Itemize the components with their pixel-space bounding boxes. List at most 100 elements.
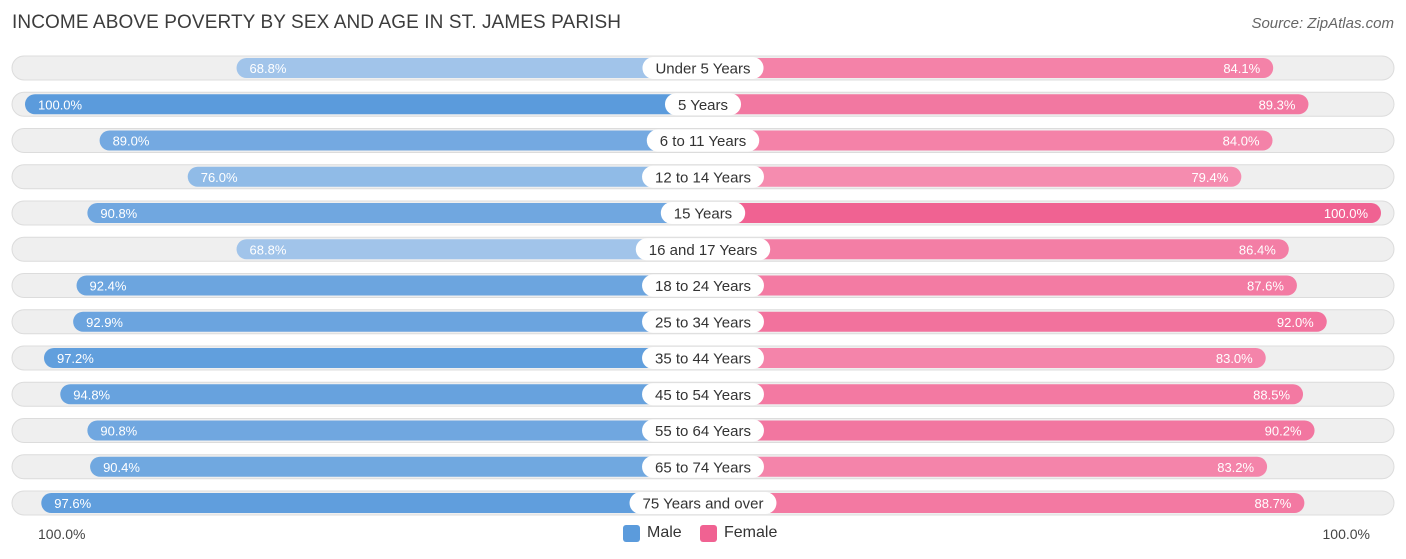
legend-swatch-male (623, 524, 640, 542)
male-bar[interactable] (41, 493, 704, 513)
female-value-label: 92.0% (1277, 315, 1314, 330)
female-value-label: 83.2% (1217, 460, 1254, 475)
female-value-label: 79.4% (1191, 170, 1228, 185)
female-bar[interactable] (703, 348, 1266, 368)
male-value-label: 92.4% (90, 279, 127, 294)
category-row: 100.0% 89.3% 5 Years (11, 91, 1395, 117)
category-row: 90.8% 90.2% 55 to 64 Years (11, 418, 1395, 443)
category-pill (642, 57, 764, 79)
category-pill (642, 455, 764, 478)
male-value-label: 89.0% (113, 134, 150, 149)
female-value-label: 90.2% (1265, 424, 1302, 439)
category-pill (642, 274, 764, 297)
category-label: Under 5 Years (655, 61, 750, 78)
category-pill (642, 165, 764, 188)
category-pill (664, 93, 742, 116)
category-row: 68.8% 84.1% Under 5 Years (11, 55, 1395, 81)
category-row: 92.9% 92.0% 25 to 34 Years (11, 309, 1395, 335)
category-row: 97.6% 88.7% 75 Years and over (11, 490, 1395, 516)
female-bar[interactable] (703, 203, 1381, 223)
category-label: 18 to 24 Years (655, 278, 751, 295)
female-value-label: 87.6% (1247, 279, 1284, 294)
female-bar[interactable] (703, 311, 1327, 332)
male-bar[interactable] (187, 166, 704, 187)
male-value-label: 100.0% (38, 97, 83, 112)
category-row: 90.4% 83.2% 65 to 74 Years (11, 454, 1395, 480)
category-pill (629, 492, 777, 514)
category-label: 55 to 64 Years (655, 423, 751, 440)
category-label: 15 Years (674, 206, 732, 223)
male-value-label: 68.8% (250, 61, 287, 76)
female-bar[interactable] (703, 493, 1305, 513)
male-bar[interactable] (87, 420, 704, 441)
category-label: 12 to 14 Years (655, 169, 751, 186)
male-bar[interactable] (236, 58, 703, 78)
legend-label-male: Male (647, 524, 682, 541)
male-bar[interactable] (236, 239, 703, 260)
category-row: 97.2% 83.0% 35 to 44 Years (11, 345, 1395, 371)
female-value-label: 83.0% (1216, 351, 1253, 366)
category-label: 6 to 11 Years (660, 133, 746, 150)
female-value-label: 100.0% (1324, 206, 1369, 221)
axis-right-label: 100.0% (1322, 526, 1370, 542)
category-row: 92.4% 87.6% 18 to 24 Years (11, 273, 1395, 298)
male-value-label: 76.0% (201, 170, 238, 185)
category-pill (635, 238, 771, 261)
male-bar[interactable] (60, 384, 704, 405)
category-row: 94.8% 88.5% 45 to 54 Years (11, 381, 1395, 407)
male-bar[interactable] (99, 130, 703, 151)
male-value-label: 97.2% (57, 351, 94, 366)
female-bar[interactable] (703, 58, 1274, 78)
male-bar[interactable] (25, 94, 703, 115)
category-row: 68.8% 86.4% 16 and 17 Years (11, 236, 1395, 262)
male-value-label: 68.8% (250, 242, 287, 257)
female-bar[interactable] (703, 275, 1297, 296)
category-label: 5 Years (678, 97, 728, 114)
chart-plot: 68.8% 84.1% Under 5 Years 100.0% 89.3% 5 Year… (11, 55, 1395, 516)
category-pill (642, 347, 764, 369)
male-value-label: 94.8% (73, 387, 110, 402)
legend-swatch-female (700, 524, 717, 542)
male-bar[interactable] (73, 311, 703, 332)
female-value-label: 86.4% (1239, 242, 1276, 257)
legend-item-female[interactable]: Female (700, 524, 777, 542)
category-pill (642, 419, 764, 442)
female-bar[interactable] (703, 239, 1289, 260)
chart-title: INCOME ABOVE POVERTY BY SEX AND AGE IN S… (12, 12, 622, 33)
category-label: 35 to 44 Years (655, 351, 751, 368)
category-pill (642, 383, 764, 406)
female-bar[interactable] (703, 130, 1273, 151)
male-value-label: 92.9% (86, 315, 123, 330)
category-row: 90.8% 100.0% 15 Years (11, 200, 1395, 226)
category-pill (642, 310, 764, 333)
legend-label-female: Female (724, 524, 778, 541)
female-bar[interactable] (703, 166, 1242, 187)
chart-source: Source: ZipAtlas.com (1251, 15, 1394, 32)
male-bar[interactable] (76, 275, 703, 296)
category-label: 75 Years and over (643, 496, 764, 513)
category-pill (660, 202, 746, 224)
female-value-label: 89.3% (1259, 97, 1296, 112)
female-value-label: 84.1% (1223, 61, 1260, 76)
category-label: 65 to 74 Years (655, 459, 751, 476)
male-value-label: 90.8% (100, 424, 137, 439)
female-value-label: 88.5% (1253, 387, 1290, 402)
male-bar[interactable] (87, 203, 704, 223)
category-row: 89.0% 84.0% 6 to 11 Years (11, 128, 1395, 153)
male-value-label: 90.4% (103, 460, 140, 475)
female-bar[interactable] (703, 94, 1309, 115)
category-pill (646, 129, 760, 152)
category-label: 16 and 17 Years (649, 242, 757, 259)
male-bar[interactable] (43, 348, 703, 368)
male-value-label: 90.8% (100, 206, 137, 221)
legend-item-male[interactable]: Male (623, 524, 682, 542)
male-bar[interactable] (90, 456, 703, 477)
female-bar[interactable] (703, 384, 1304, 405)
female-bar[interactable] (703, 420, 1315, 441)
chart-legend: Male Female (0, 524, 1406, 546)
female-bar[interactable] (703, 456, 1268, 477)
male-value-label: 97.6% (54, 496, 91, 511)
category-row: 76.0% 79.4% 12 to 14 Years (11, 164, 1395, 190)
axis-left-label: 100.0% (38, 526, 86, 542)
category-label: 25 to 34 Years (655, 314, 751, 331)
